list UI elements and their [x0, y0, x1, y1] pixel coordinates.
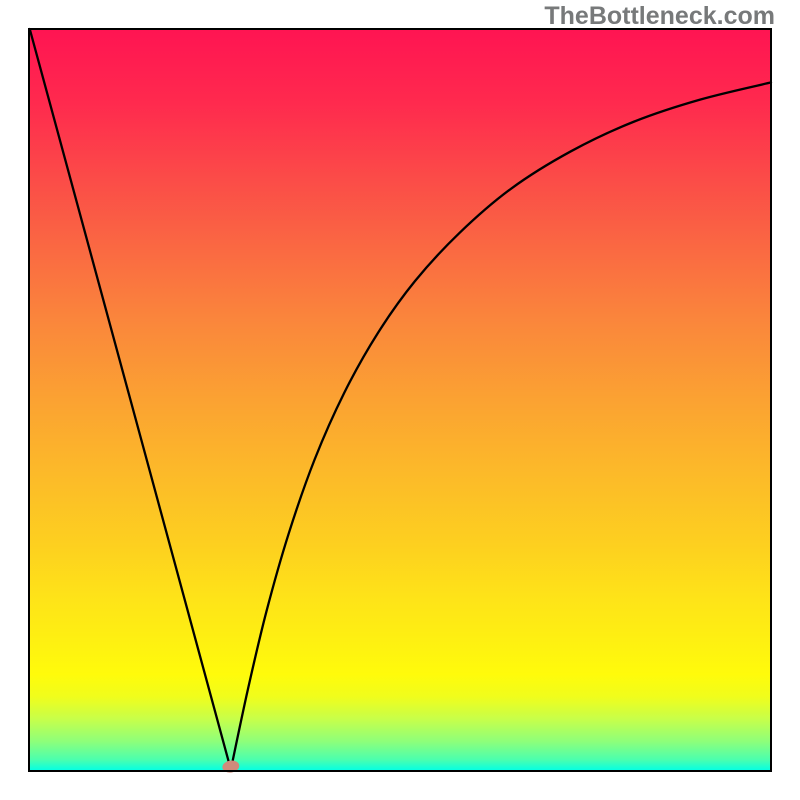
chart-svg	[0, 0, 800, 800]
watermark-text: TheBottleneck.com	[544, 2, 775, 31]
chart-container: TheBottleneck.com	[0, 0, 800, 800]
curve-left-branch	[30, 29, 231, 770]
curve-right-branch	[231, 82, 771, 769]
plot-frame	[29, 29, 771, 771]
